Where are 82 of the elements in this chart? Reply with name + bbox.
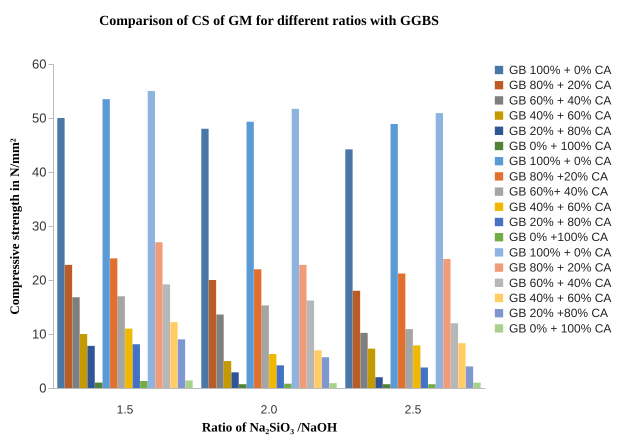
bar (64, 264, 72, 388)
legend-label: GB 40% + 60% CA (509, 108, 612, 123)
bar (269, 354, 276, 388)
bar (398, 274, 406, 388)
legend-label: GB 0% + 100% CA (509, 139, 612, 153)
bar (178, 339, 186, 388)
legend-label: GB 100% + 0% CA (509, 154, 612, 168)
bar (254, 269, 262, 388)
bar (390, 124, 398, 388)
bar (276, 365, 284, 388)
legend-label: GB 60% + 40% CA (509, 276, 612, 290)
bar (216, 314, 224, 388)
bar (345, 149, 353, 388)
bar (473, 382, 481, 388)
legend-label: GB 20% + 80% CA (509, 124, 612, 138)
bar (458, 343, 466, 388)
bar (246, 122, 254, 388)
bar (322, 357, 330, 388)
y-tick-label: 20 (32, 272, 46, 288)
legend-label: GB 40% + 60% CA (509, 291, 612, 305)
legend-label: GB 20% +80% CA (509, 306, 608, 320)
bar (140, 380, 148, 388)
bar (466, 366, 474, 388)
bar (375, 377, 383, 388)
bar (110, 258, 118, 388)
bar (224, 361, 232, 388)
x-tick-label: 1.5 (116, 402, 134, 416)
bar (94, 382, 102, 388)
bar (428, 384, 436, 388)
x-tick-label: 2.0 (260, 402, 278, 416)
bar (201, 128, 209, 388)
bar (148, 91, 156, 388)
bar (118, 296, 125, 388)
bar (299, 264, 307, 388)
x-axis-title: Ratio of Na₂SiO₃ /NaOH (202, 420, 338, 434)
y-tick-label: 50 (32, 110, 46, 126)
bar (155, 242, 163, 388)
bar (352, 290, 360, 388)
legend-label: GB 80% +20% CA (509, 169, 608, 184)
bar (329, 383, 337, 388)
x-tick-label: 2.5 (404, 402, 422, 416)
legend-label: GB 100% + 0% CA (509, 245, 612, 260)
bar (102, 99, 110, 388)
bar (406, 329, 413, 388)
bar (262, 305, 269, 388)
bar (185, 380, 193, 388)
bar (238, 384, 246, 388)
legend-label: GB 60%+ 40% CA (509, 184, 608, 199)
bar (208, 280, 216, 388)
legend-label: GB 100% + 0% CA (509, 63, 612, 77)
legend-label: GB 80% + 20% CA (509, 260, 612, 275)
y-tick-label: 60 (32, 56, 46, 72)
legend-label: GB 20% + 80% CA (509, 215, 612, 229)
bar (420, 367, 428, 388)
legend-label: GB 60% + 40% CA (509, 93, 612, 108)
y-tick-label: 40 (32, 164, 46, 180)
bar (413, 345, 420, 388)
y-tick-label: 30 (32, 218, 46, 234)
bar (170, 322, 178, 388)
bar (360, 332, 368, 388)
bar (72, 297, 80, 388)
legend-label: GB 80% + 20% CA (509, 78, 612, 92)
bar (436, 113, 444, 388)
bar (292, 108, 300, 388)
legend-label: GB 40% + 60% CA (509, 200, 612, 214)
bar (314, 350, 322, 388)
bar (80, 334, 88, 388)
legend-label: GB 0% + 100% CA (509, 321, 612, 336)
bar (125, 328, 132, 388)
bar (284, 384, 292, 388)
legend-label: GB 0% +100% CA (509, 230, 608, 244)
bar (87, 346, 95, 388)
y-axis-title: Compressive strength in N/mm² (7, 138, 22, 315)
bar (382, 384, 390, 388)
chart-title: Comparison of CS of GM for different ratios with GGBS (99, 14, 440, 29)
bar (57, 118, 65, 388)
bar (368, 348, 376, 388)
bar (231, 372, 239, 388)
y-tick-label: 0 (39, 380, 46, 396)
y-tick-label: 10 (32, 326, 46, 342)
bar (132, 344, 140, 388)
bar (443, 258, 451, 388)
